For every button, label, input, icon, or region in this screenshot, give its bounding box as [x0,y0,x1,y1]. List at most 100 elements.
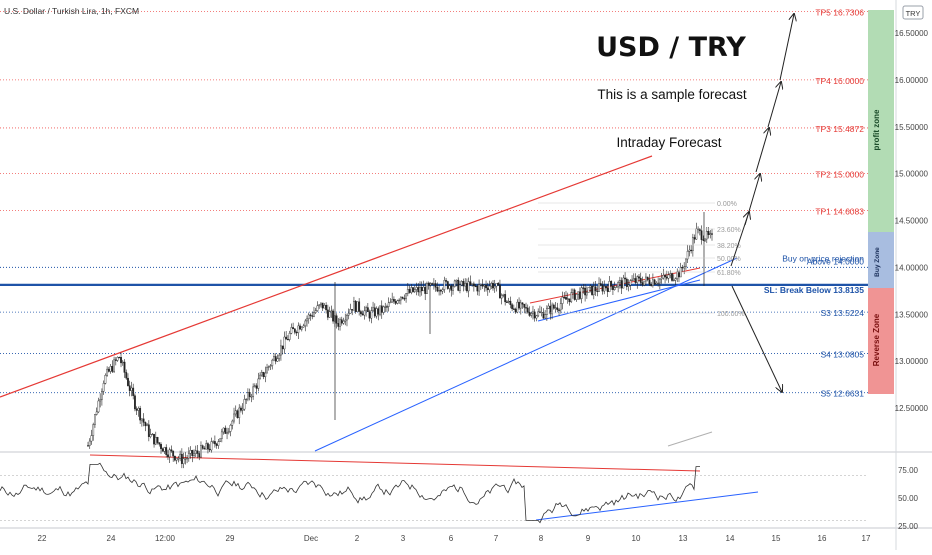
candle-body [577,291,580,295]
candle-body [255,385,258,389]
candle-body [95,411,98,415]
candle-body [101,391,103,400]
candle-body [617,282,620,288]
candle-body [467,281,470,292]
candle-body [314,310,317,313]
currency-badge[interactable] [902,5,924,20]
candle-body [599,283,602,286]
candle-body [438,290,441,292]
candle-body [231,420,234,426]
candle-body [552,304,555,309]
level-label-2: TP3 15.4872 [815,124,864,134]
candle-body [526,307,529,313]
reverse-zone [868,288,894,394]
candle-body [321,302,324,309]
candle-body [452,286,454,291]
candle-body [698,228,701,231]
candle-body [210,441,213,451]
candle-body [471,283,474,285]
candle-body [280,345,282,356]
candle-body [406,289,409,294]
candle-body [354,300,357,312]
y-tick-label: 16.50000 [895,29,929,38]
candle-body [370,310,373,319]
candle-body [638,276,640,279]
candle-body [179,453,182,459]
candle-body [94,414,96,425]
candle-body [203,448,206,450]
candle-body [598,283,600,292]
candle-body [372,307,374,311]
candle-body [102,383,105,392]
candle-body [455,279,458,282]
candle-body [681,267,684,269]
forecast-arrow-4 [779,14,794,81]
candle-body [123,361,126,373]
candle-body [462,281,465,287]
candle-body [605,286,607,289]
x-tick-label: 24 [107,534,116,543]
candle-body [189,450,192,454]
candle-body [537,311,540,317]
level-label-7: SL: Break Below 13.8135 [764,285,864,295]
candle-body [613,287,616,290]
candle-body [563,296,566,299]
candle-body [627,284,630,287]
candle-body [634,278,637,283]
forecast-arrow-1 [744,174,760,226]
candle-body [224,427,227,434]
candle-body [486,287,489,291]
candle-body [97,400,100,413]
candle-body [426,283,428,294]
candle-body [500,295,503,299]
candle-body [405,293,407,299]
candle-body [512,308,515,310]
candle-body [325,305,328,311]
candle-body [572,289,574,293]
level-label-8: S3 13.5224 [821,308,865,318]
y-tick-label: 12.50000 [895,404,929,413]
candle-body [575,294,578,300]
candle-body [645,276,647,282]
candle-body [413,289,416,292]
candle-body [368,311,371,319]
candle-body [665,276,668,279]
level-label-1: TP4 16.0000 [815,76,864,86]
chart-title: U.S. Dollar / Turkish Lira, 1h, FXCM [4,6,139,16]
fib-label: 61.80% [717,270,741,277]
blue-support-line [314,257,738,452]
level-label-9: S4 13.0805 [821,350,865,360]
candle-body [248,392,251,397]
candle-body [667,274,670,279]
candle-body [474,285,477,287]
candle-body [219,438,222,442]
x-tick-label: 2 [355,534,360,543]
rsi-line [0,462,700,524]
x-tick-label: 15 [772,534,781,543]
candle-body [253,385,256,388]
candle-body [464,283,467,287]
sample-forecast-text: This is a sample forecast [597,87,747,102]
candle-body [373,307,376,317]
candle-body [502,294,505,296]
candle-body [380,305,383,313]
candle-body [149,434,152,437]
candle-body [276,358,279,362]
level-label-6: Above 14.0000 [807,256,864,266]
candle-body [636,276,639,283]
level-label-10: S5 12.6631 [821,389,865,399]
candle-body [290,327,293,334]
candle-body [184,458,187,460]
candle-body [410,287,413,293]
candle-body [313,312,315,317]
candle-body [443,280,446,290]
candle-body [257,378,260,389]
intraday-forecast-text: Intraday Forecast [616,135,721,150]
candle-body [399,296,402,301]
candle-body [328,311,331,318]
candle-body [389,301,392,304]
candle-body [485,284,487,289]
reverse-zone-label: Reverse Zone [872,313,881,366]
candle-body [125,372,128,379]
candle-body [493,285,496,289]
